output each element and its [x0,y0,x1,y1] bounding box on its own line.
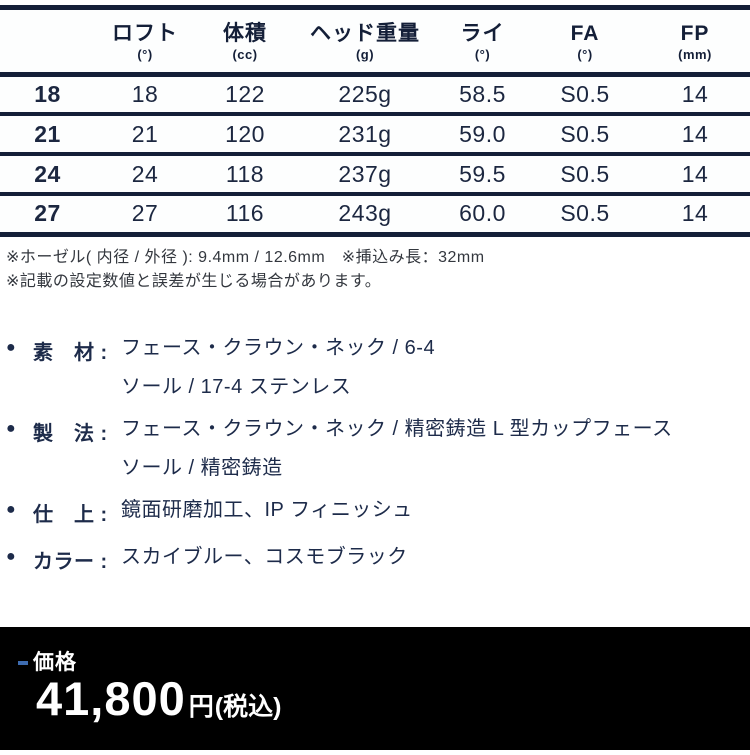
spec-table-header-row: ロフト (°) 体積 (cc) ヘッド重量 (g) ライ (°) FA (° [0,10,750,77]
cell-fa: S0.5 [530,74,640,116]
bullet-icon: ● [6,500,16,518]
cell-volume: 120 [195,114,295,156]
detail-label: 仕 上 : [33,503,108,526]
detail-line: フェース・クラウン・ネック / 精密鋳造 L 型カップフェース [121,417,673,440]
col-header-label: 体積 [223,21,267,45]
cell-head-weight: 225g [295,74,435,116]
detail-label: 素 材 : [33,341,108,364]
cell-loft: 18 [95,74,195,116]
product-spec-sheet: ロフト (°) 体積 (cc) ヘッド重量 (g) ライ (°) FA (° [0,5,750,755]
detail-line: スカイブルー、コスモブラック [121,545,408,568]
price-row: 41,800 円 (税込) [36,671,281,726]
col-header-fp: FP (mm) [640,10,750,77]
note-tolerance: ※記載の設定数値と誤差が生じる場合があります。 [6,272,382,290]
col-header-unit: (g) [355,46,375,62]
col-header-loft: ロフト (°) [95,10,195,77]
detail-lines: スカイブルー、コスモブラック [121,545,750,574]
col-header-fa: FA (°) [530,10,640,77]
cell-head-weight: 237g [295,154,435,196]
col-header-unit: (mm) [678,46,712,62]
cell-model: 24 [0,154,95,196]
detail-lines: フェース・クラウン・ネック / 6-4 ソール / 17-4 ステンレス [121,336,750,399]
cell-fa: S0.5 [530,114,640,156]
price-marker-icon [18,661,28,665]
bullet-icon: ● [6,338,16,356]
detail-item-color: ● カラー : スカイブルー、コスモブラック [6,545,750,574]
cell-head-weight: 243g [295,194,435,237]
note-hosel: ※ホーゼル( 内径 / 外径 ): 9.4mm / 12.6mm ※挿込み長：3… [6,248,485,266]
detail-label: カラー : [33,550,108,573]
detail-item-material: ● 素 材 : フェース・クラウン・ネック / 6-4 ソール / 17-4 ス… [6,336,750,399]
detail-label: 製 法 : [33,422,108,445]
col-header-lie: ライ (°) [435,10,530,77]
col-header-unit: (°) [474,46,491,62]
cell-model: 21 [0,114,95,156]
detail-item-construction: ● 製 法 : フェース・クラウン・ネック / 精密鋳造 L 型カップフェース … [6,417,750,480]
cell-fa: S0.5 [530,154,640,196]
cell-lie: 59.5 [435,154,530,196]
price-amount: 41,800 [36,672,186,725]
detail-line: ソール / 17-4 ステンレス [121,375,352,398]
bullet-icon: ● [6,547,16,565]
detail-lines: 鏡面研磨加工、IP フィニッシュ [121,498,750,527]
col-header-head-weight: ヘッド重量 (g) [295,10,435,77]
cell-volume: 116 [195,194,295,237]
price-label: 価格 [33,651,77,674]
cell-model: 18 [0,74,95,116]
table-top-rule [0,5,750,10]
cell-fa: S0.5 [530,194,640,237]
cell-fp: 14 [640,154,750,196]
bullet-icon: ● [6,419,16,437]
detail-line: ソール / 精密鋳造 [121,456,283,479]
table-row: 24 24 118 237g 59.5 S0.5 14 [0,154,750,196]
cell-fp: 14 [640,74,750,116]
cell-loft: 27 [95,194,195,237]
col-header-label: FP [680,21,710,45]
price-tax-note: (税込) [214,693,282,721]
cell-model: 27 [0,194,95,237]
col-header-label: ライ [460,21,505,45]
price-currency: 円 [188,693,214,721]
col-header-label: FA [570,21,600,45]
detail-lines: フェース・クラウン・ネック / 精密鋳造 L 型カップフェース ソール / 精密… [121,417,750,480]
cell-lie: 60.0 [435,194,530,237]
cell-loft: 21 [95,114,195,156]
table-row: 18 18 122 225g 58.5 S0.5 14 [0,74,750,116]
detail-line: 鏡面研磨加工、IP フィニッシュ [121,498,413,521]
detail-line: フェース・クラウン・ネック / 6-4 [121,336,436,359]
col-header-label: ロフト [112,21,178,45]
cell-lie: 58.5 [435,74,530,116]
spec-table: ロフト (°) 体積 (cc) ヘッド重量 (g) ライ (°) FA (° [0,10,750,237]
col-header-unit: (°) [137,46,153,62]
footnotes: ※ホーゼル( 内径 / 外径 ): 9.4mm / 12.6mm ※挿込み長：3… [6,246,750,294]
col-header-unit: (cc) [232,46,258,62]
table-row: 21 21 120 231g 59.0 S0.5 14 [0,114,750,156]
cell-volume: 122 [195,74,295,116]
cell-head-weight: 231g [295,114,435,156]
cell-volume: 118 [195,154,295,196]
col-header-volume: 体積 (cc) [195,10,295,77]
product-details-list: ● 素 材 : フェース・クラウン・ネック / 6-4 ソール / 17-4 ス… [6,336,750,574]
cell-fp: 14 [640,194,750,237]
table-row: 27 27 116 243g 60.0 S0.5 14 [0,194,750,237]
detail-item-finish: ● 仕 上 : 鏡面研磨加工、IP フィニッシュ [6,498,750,527]
cell-fp: 14 [640,114,750,156]
price-banner: 価格 41,800 円 (税込) [0,627,750,750]
cell-lie: 59.0 [435,114,530,156]
cell-loft: 24 [95,154,195,196]
col-header-blank [0,10,95,77]
col-header-label: ヘッド重量 [310,21,420,45]
col-header-unit: (°) [577,46,593,62]
